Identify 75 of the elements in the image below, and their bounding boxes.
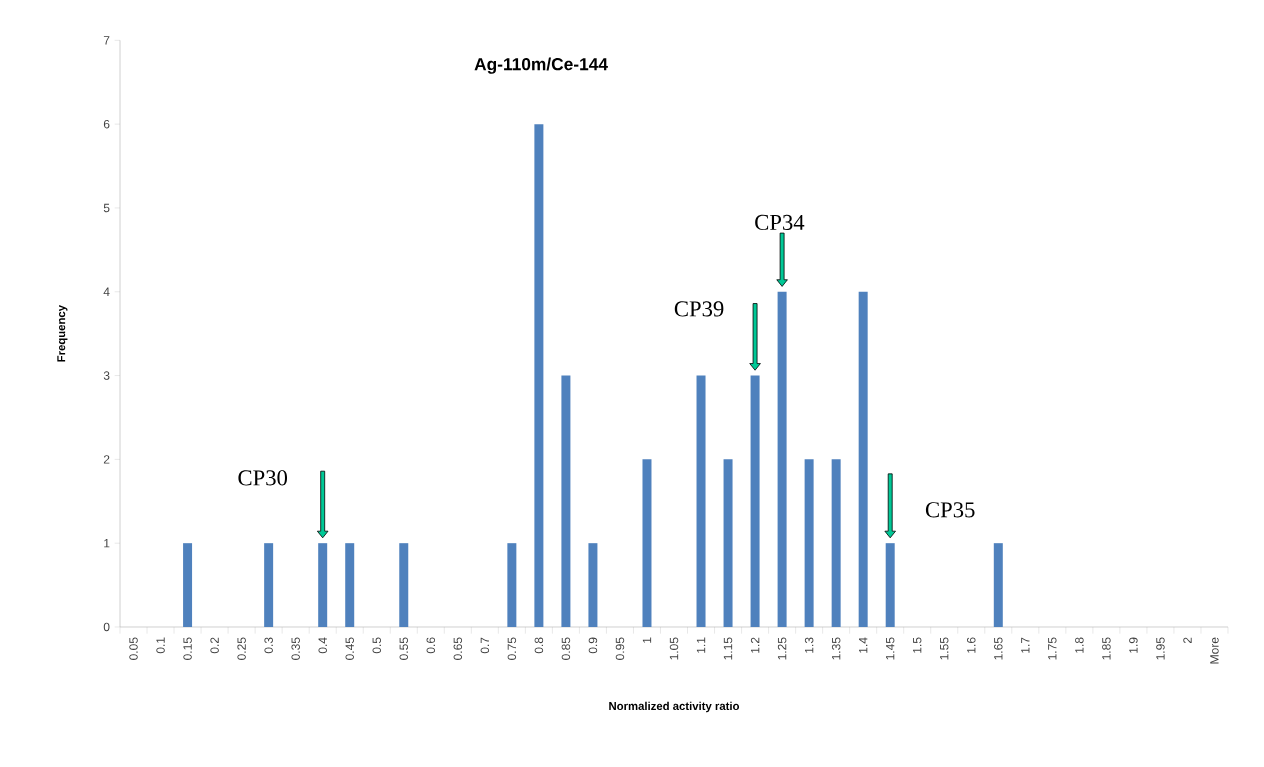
text: Ag-110m/Ce-144 xyxy=(474,57,608,74)
bar xyxy=(588,543,598,627)
x-tick-label: 0.1 xyxy=(156,637,165,654)
bar xyxy=(507,543,517,627)
x-tick-label: 0.25 xyxy=(237,637,246,660)
x-tick-label: 0.9 xyxy=(588,637,598,654)
bar xyxy=(183,543,193,627)
x-tick-label: 1.1 xyxy=(696,637,706,653)
bar xyxy=(696,375,706,627)
x-tick-label: 1.85 xyxy=(1102,637,1111,660)
x-tick-label: 1.15 xyxy=(723,637,733,660)
x-tick-label: 2 xyxy=(1183,637,1192,644)
x-tick-label: 1.3 xyxy=(804,637,814,653)
y-tick-label: 0 xyxy=(103,622,110,632)
bar xyxy=(345,543,355,627)
x-tick-label: 0.75 xyxy=(507,637,517,660)
x-tick-label: 0.8 xyxy=(534,637,544,654)
x-tick-label: 0.65 xyxy=(453,637,463,660)
annotation: CP35 xyxy=(925,502,975,518)
x-tick-label: 1.5 xyxy=(913,637,922,653)
bar xyxy=(777,291,787,627)
bar xyxy=(534,124,544,627)
x-tick-label: More xyxy=(1210,637,1219,664)
x-tick-label: 0.15 xyxy=(183,637,192,660)
x-tick-label: 1.6 xyxy=(967,637,976,653)
x-tick-label: 1.95 xyxy=(1156,637,1165,660)
x-tick-label: 1.55 xyxy=(940,637,949,660)
y-tick-label: 1 xyxy=(104,539,110,548)
annotation: CP39 xyxy=(674,301,724,317)
x-tick-label: 1.05 xyxy=(669,637,679,660)
bar xyxy=(399,543,409,627)
y-tick-label: 2 xyxy=(103,455,110,464)
bar xyxy=(993,543,1003,627)
bar xyxy=(858,291,868,627)
bar xyxy=(318,543,328,627)
annotation: CP34 xyxy=(755,214,805,231)
bar xyxy=(723,459,733,627)
x-axis-title: Normalized activity ratio xyxy=(609,701,740,713)
x-tick-label: 0.4 xyxy=(318,637,327,654)
x-tick-label: 1.4 xyxy=(859,637,868,653)
bar xyxy=(804,459,814,627)
x-tick-label: 1.35 xyxy=(831,637,841,660)
x-tick-label: 1.9 xyxy=(1129,637,1138,653)
y-tick-label: 3 xyxy=(103,371,110,380)
x-tick-label: 1.45 xyxy=(886,637,895,660)
bar xyxy=(831,459,841,627)
x-tick-label: 1.2 xyxy=(750,637,760,653)
x-tick-label: 1.75 xyxy=(1048,637,1057,660)
x-tick-label: 0.05 xyxy=(129,637,138,660)
annotation: CP30 xyxy=(238,470,288,486)
x-tick-label: 0.5 xyxy=(372,637,381,654)
x-tick-label: 0.35 xyxy=(291,637,300,660)
x-tick-label: 0.55 xyxy=(399,637,409,660)
bar xyxy=(885,543,895,627)
x-tick-label: 0.6 xyxy=(426,637,436,654)
x-tick-label: 1.7 xyxy=(1021,637,1030,653)
y-tick-label: 6 xyxy=(103,119,110,129)
bar xyxy=(561,375,571,627)
x-tick-label: 1.65 xyxy=(994,637,1003,660)
bar xyxy=(264,543,274,627)
y-tick-label: 4 xyxy=(103,287,110,296)
x-tick-label: 0.95 xyxy=(615,637,625,660)
x-tick-label: 0.7 xyxy=(480,637,490,654)
x-tick-label: 0.2 xyxy=(210,637,219,654)
x-tick-label: 1 xyxy=(642,637,652,643)
x-tick-label: 0.45 xyxy=(345,637,354,660)
x-tick-label: 1.25 xyxy=(777,637,787,660)
x-tick-label: 0.85 xyxy=(561,637,571,660)
y-tick-label: 7 xyxy=(103,36,110,45)
bar xyxy=(642,459,652,627)
x-tick-label: 0.3 xyxy=(264,637,273,654)
y-axis-title: Frequency xyxy=(57,305,68,362)
y-tick-label: 5 xyxy=(103,203,110,213)
x-tick-label: 1.8 xyxy=(1075,637,1084,653)
bar xyxy=(750,375,760,627)
